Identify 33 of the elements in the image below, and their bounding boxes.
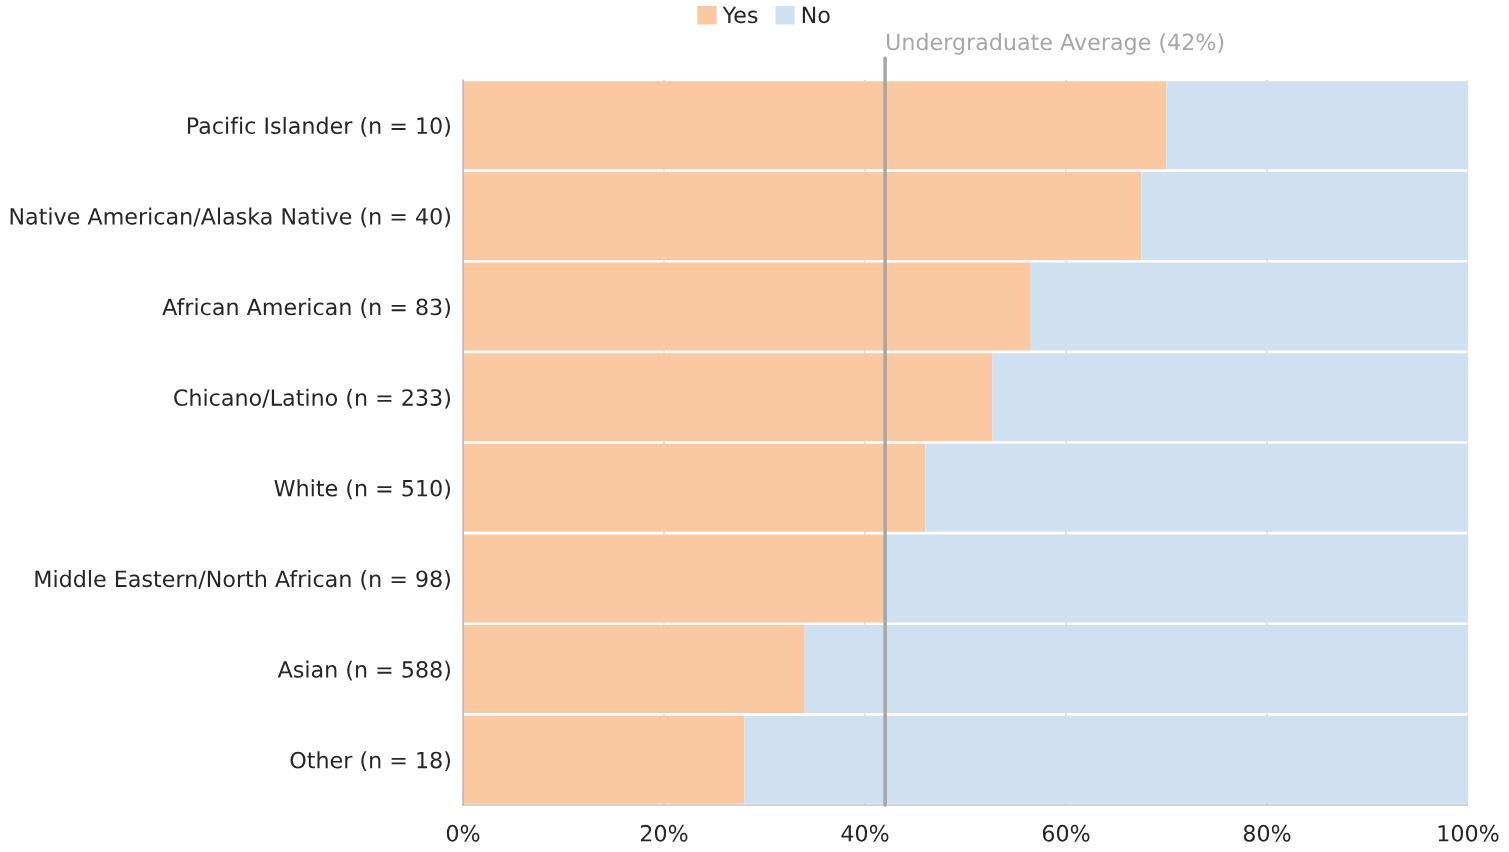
bar (925, 443, 1468, 532)
bar (1030, 262, 1468, 351)
x-tick-label: 40% (841, 824, 889, 842)
bar (885, 534, 1468, 623)
bar (463, 262, 1031, 351)
bar (1141, 171, 1468, 260)
bar (1166, 81, 1468, 170)
y-tick-label: Native American/Alaska Native (n = 40) (10, 207, 450, 228)
x-tick-label: 20% (640, 824, 688, 842)
bar (463, 443, 926, 532)
bar (804, 625, 1468, 714)
legend-label: No (802, 6, 830, 24)
bar (463, 534, 886, 623)
bar (463, 353, 993, 442)
y-tick-label: Chicano/Latino (n = 233) (174, 388, 450, 409)
bar (992, 353, 1468, 442)
bar (463, 171, 1142, 260)
y-tick-label: White (n = 510) (274, 479, 450, 500)
x-tick-label: 100% (1438, 824, 1499, 842)
bar (463, 625, 805, 714)
x-tick-label: 0% (446, 824, 480, 842)
bar (463, 715, 745, 804)
x-tick-label: 60% (1042, 824, 1090, 842)
x-tick-label: 80% (1243, 824, 1291, 842)
y-tick-label: Other (n = 18) (290, 751, 450, 772)
y-tick-label: Middle Eastern/North African (n = 98) (35, 569, 450, 590)
ref-line-label: Undergraduate Average (42%) (887, 33, 1224, 55)
y-tick-label: Pacific Islander (n = 10) (187, 116, 450, 137)
bar (744, 715, 1468, 804)
legend-label: Yes (722, 6, 758, 24)
bar (463, 81, 1167, 170)
y-tick-label: Asian (n = 588) (277, 660, 450, 681)
y-tick-label: African American (n = 83) (162, 298, 450, 318)
